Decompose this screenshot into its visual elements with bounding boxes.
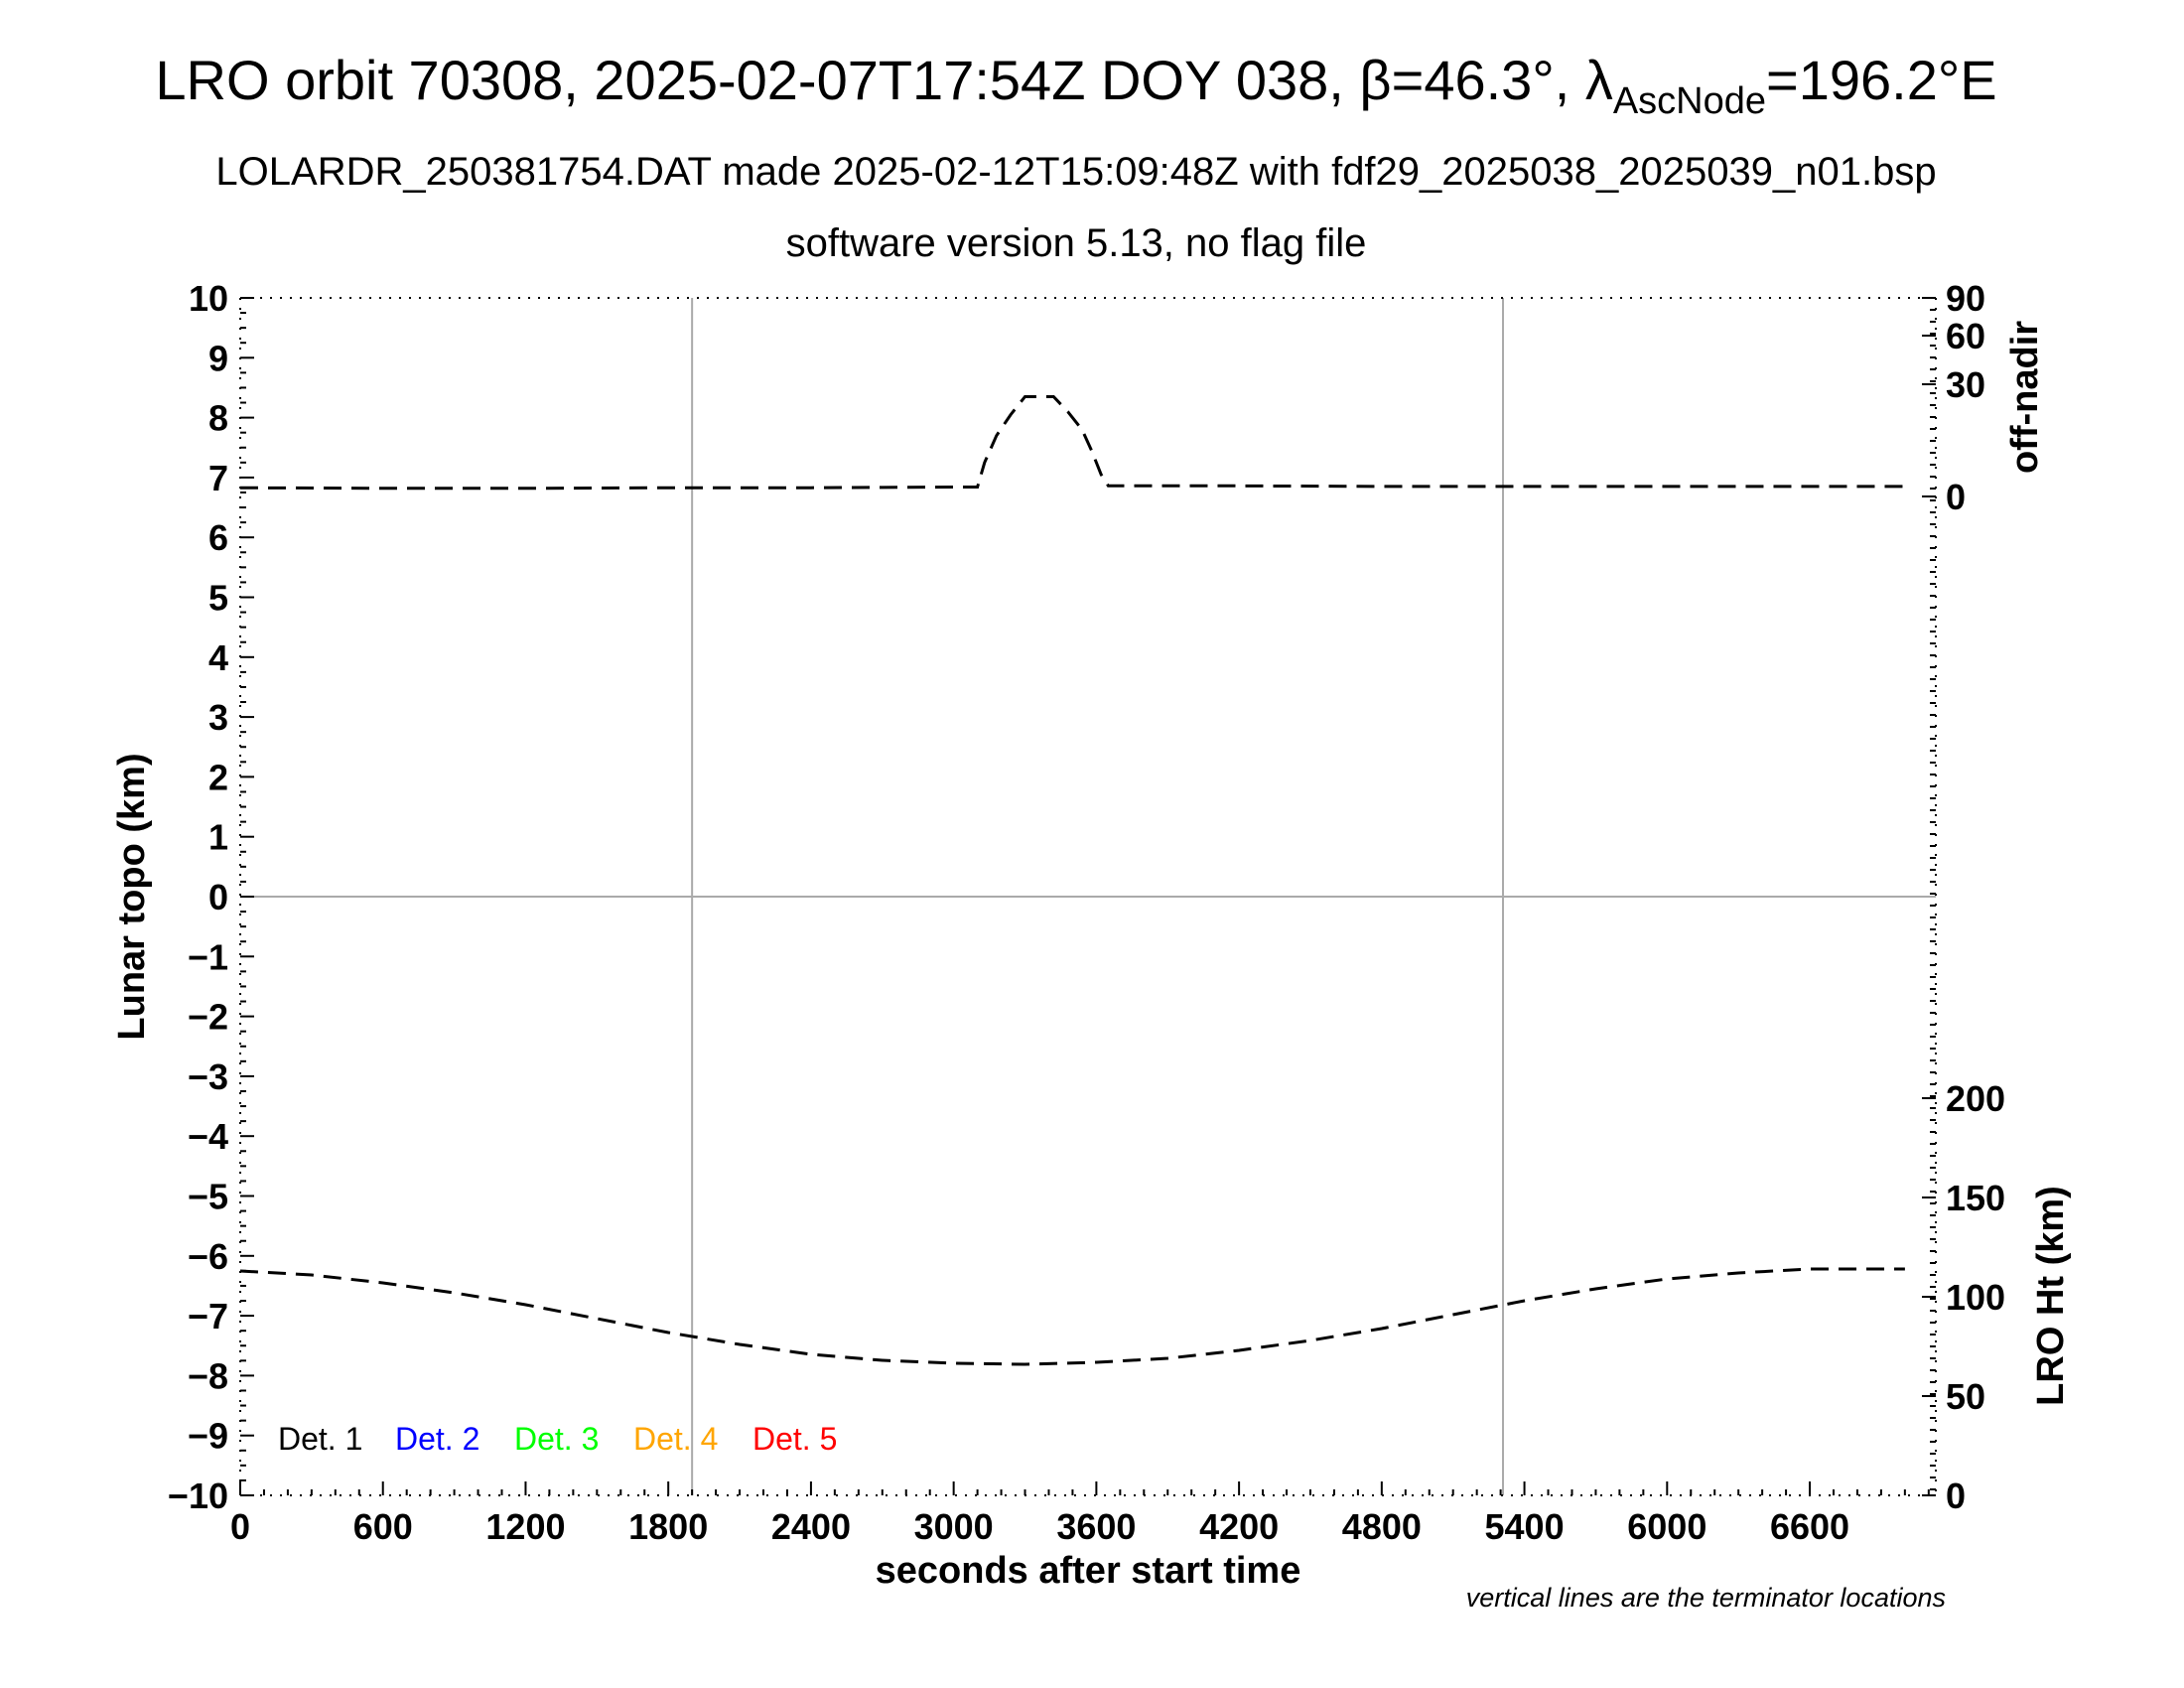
y-tick-label: −2 (188, 997, 228, 1038)
y-tick-label: −3 (188, 1056, 228, 1097)
off-nadir-trace (239, 395, 1905, 491)
x-axis-ticks: 0 600 1200 1800 2400 3000 3600 4200 4800 5400 6000… (230, 1481, 1930, 1547)
x-tick-label: 1800 (628, 1506, 708, 1547)
y-tick-label: 2 (208, 757, 228, 797)
lro-height-trace (239, 1267, 1905, 1366)
lro-ht-tick-label: 0 (1946, 1476, 1966, 1516)
y-tick-label: 0 (208, 877, 228, 917)
lro-ht-tick-label: 150 (1946, 1178, 2005, 1218)
x-tick-label: 1200 (485, 1506, 565, 1547)
x-tick-label: 3600 (1056, 1506, 1136, 1547)
legend-det-2: Det. 2 (395, 1421, 479, 1457)
lro-ht-tick-label: 200 (1946, 1078, 2005, 1119)
y-tick-label: −7 (188, 1296, 228, 1336)
legend-det-1: Det. 1 (278, 1421, 362, 1457)
y-tick-label: −9 (188, 1416, 228, 1457)
y-tick-label: −1 (188, 936, 228, 977)
y-tick-label: 5 (208, 578, 228, 619)
y-tick-label: 7 (208, 458, 228, 498)
plot-traces (239, 395, 1905, 1366)
chart-subtitle-2: software version 5.13, no flag file (786, 221, 1367, 265)
footnote: vertical lines are the terminator locati… (1466, 1583, 1946, 1613)
y-tick-label: −10 (168, 1476, 228, 1516)
x-tick-label: 3000 (914, 1506, 994, 1547)
x-tick-label: 5400 (1485, 1506, 1565, 1547)
x-tick-label: 600 (353, 1506, 413, 1547)
terminator-lines (240, 298, 1936, 1495)
y-axis-label-left: Lunar topo (km) (111, 753, 153, 1040)
legend-det-3: Det. 3 (514, 1421, 599, 1457)
y-tick-label: 9 (208, 338, 228, 378)
off-nadir-tick-label: 30 (1946, 364, 1985, 405)
y-tick-label: −8 (188, 1355, 228, 1396)
x-tick-label: 4200 (1199, 1506, 1279, 1547)
off-nadir-tick-label: 90 (1946, 278, 1985, 319)
y-axis-label-off-nadir: off-nadir (2004, 321, 2046, 474)
y-tick-label: −6 (188, 1236, 228, 1277)
legend-det-4: Det. 4 (633, 1421, 718, 1457)
y-tick-label: −5 (188, 1177, 228, 1217)
off-nadir-tick-label: 0 (1946, 477, 1966, 517)
lro-ht-tick-label: 50 (1946, 1376, 1985, 1417)
y-tick-label: 10 (189, 278, 228, 319)
y-tick-label: 3 (208, 697, 228, 738)
x-axis-label: seconds after start time (876, 1550, 1301, 1592)
off-nadir-tick-label: 60 (1946, 316, 1985, 356)
chart-title: LRO orbit 70308, 2025-02-07T17:54Z DOY 0… (155, 49, 1996, 122)
chart-subtitle: LOLARDR_250381754.DAT made 2025-02-12T15… (215, 150, 1936, 194)
x-tick-label: 0 (230, 1506, 250, 1547)
y-tick-label: 4 (208, 637, 228, 678)
y-axis-label-lro-ht: LRO Ht (km) (2030, 1186, 2072, 1406)
y-tick-label: −4 (188, 1116, 228, 1157)
x-tick-label: 6000 (1627, 1506, 1706, 1547)
x-tick-label: 4800 (1342, 1506, 1422, 1547)
legend-det-5: Det. 5 (752, 1421, 837, 1457)
y-tick-label: 6 (208, 517, 228, 558)
x-tick-label: 6600 (1770, 1506, 1849, 1547)
x-tick-label: 2400 (771, 1506, 851, 1547)
lro-ht-tick-label: 100 (1946, 1277, 2005, 1318)
legend: Det. 1 Det. 2 Det. 3 Det. 4 Det. 5 (278, 1421, 837, 1457)
y-tick-label: 1 (208, 817, 228, 858)
y-tick-label: 8 (208, 398, 228, 439)
